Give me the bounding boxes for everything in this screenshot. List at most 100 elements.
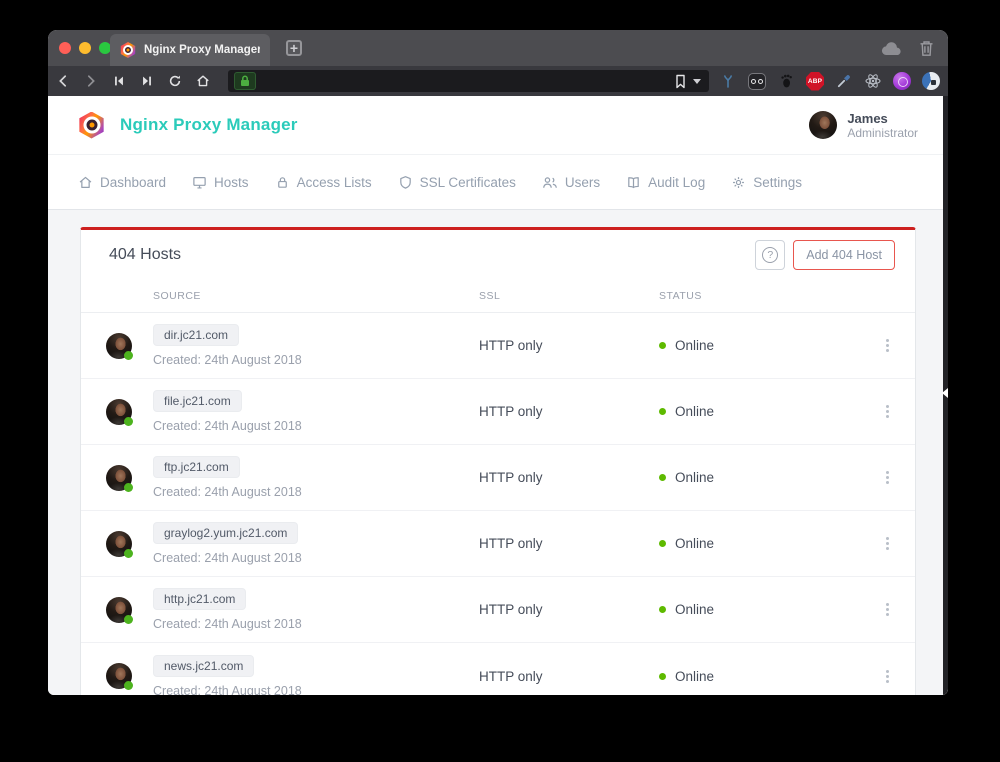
status-dot-icon (659, 474, 666, 481)
status-dot-icon (659, 342, 666, 349)
nav-item-hosts[interactable]: Hosts (192, 175, 249, 190)
help-button[interactable]: ? (755, 240, 786, 270)
user-name: James (847, 110, 888, 126)
host-created: Created: 24th August 2018 (153, 419, 302, 433)
privacy-lock-extension-icon[interactable] (922, 72, 940, 90)
adblock-plus-icon[interactable]: ABP (806, 71, 824, 91)
goggles-extension-icon[interactable] (748, 72, 766, 90)
zoom-window-button[interactable] (99, 42, 111, 54)
content-area: 404 Hosts ? Add 404 Host SOURCE SSL STAT… (48, 210, 948, 695)
app-header: Nginx Proxy Manager James Administrator (48, 96, 948, 155)
fork-extension-icon[interactable] (719, 72, 737, 90)
host-avatar (106, 398, 133, 426)
host-created: Created: 24th August 2018 (153, 683, 302, 696)
host-status: Online (675, 470, 715, 485)
user-menu[interactable]: James Administrator (809, 111, 918, 140)
status-dot-icon (659, 408, 666, 415)
host-domain-badge: ftp.jc21.com (153, 456, 240, 478)
url-bar[interactable] (228, 70, 709, 92)
row-menu-icon[interactable] (885, 476, 889, 479)
add-404-host-button[interactable]: Add 404 Host (793, 240, 895, 270)
atom-devtools-icon[interactable] (864, 72, 882, 90)
card-header: 404 Hosts ? Add 404 Host (81, 230, 915, 280)
host-domain-badge: dir.jc21.com (153, 324, 240, 346)
host-avatar (106, 596, 133, 624)
close-window-button[interactable] (59, 42, 71, 54)
minimize-window-button[interactable] (79, 42, 91, 54)
forward-button-icon[interactable] (84, 74, 98, 88)
browser-tab[interactable]: Nginx Proxy Manager (110, 34, 270, 66)
row-menu-icon[interactable] (885, 674, 889, 678)
bookmark-dropdown-icon[interactable] (693, 78, 701, 84)
host-status: Online (675, 338, 715, 353)
row-menu-icon[interactable] (885, 542, 889, 545)
trash-icon[interactable] (919, 40, 934, 57)
skip-forward-icon[interactable] (140, 74, 154, 88)
https-lock-icon[interactable] (234, 72, 256, 90)
online-dot-icon (124, 681, 133, 690)
host-status: Online (675, 536, 715, 551)
browser-window: Nginx Proxy Manager + (48, 30, 948, 695)
nav-item-users[interactable]: Users (542, 175, 600, 190)
favicon-npm-icon (120, 42, 136, 58)
host-ssl: HTTP only (479, 338, 543, 353)
table-row[interactable]: ftp.jc21.com Created: 24th August 2018 HT… (81, 445, 915, 511)
table-header: SOURCE SSL STATUS (81, 280, 915, 313)
host-created: Created: 24th August 2018 (153, 551, 302, 565)
online-dot-icon (124, 350, 133, 360)
host-ssl: HTTP only (479, 536, 543, 551)
nav-item-settings[interactable]: Settings (731, 175, 802, 190)
home-icon[interactable] (196, 74, 210, 88)
nav-item-ssl-certificates[interactable]: SSL Certificates (398, 175, 516, 190)
eyedropper-icon[interactable] (835, 72, 853, 90)
table-row[interactable]: http.jc21.com Created: 24th August 2018 H… (81, 577, 915, 643)
brand: Nginx Proxy Manager (78, 111, 298, 139)
app-title: Nginx Proxy Manager (120, 115, 298, 134)
host-avatar (106, 530, 133, 558)
online-dot-icon (124, 482, 133, 492)
traffic-lights (59, 42, 111, 54)
host-ssl: HTTP only (479, 404, 543, 419)
nav-item-dashboard[interactable]: Dashboard (78, 175, 166, 190)
nav-item-access-lists[interactable]: Access Lists (275, 175, 372, 190)
table-row[interactable]: graylog2.yum.jc21.com Created: 24th Augus… (81, 511, 915, 577)
table-row[interactable]: file.jc21.com Created: 24th August 2018 H… (81, 379, 915, 445)
user-avatar (809, 111, 838, 139)
back-button-icon[interactable] (56, 74, 70, 88)
table-row[interactable]: dir.jc21.com Created: 24th August 2018 HT… (81, 313, 915, 379)
host-domain-badge: http.jc21.com (153, 588, 247, 610)
table-row[interactable]: news.jc21.com Created: 24th August 2018 H… (81, 643, 915, 695)
app-page: Nginx Proxy Manager James Administrator … (48, 96, 948, 695)
nav-item-audit-log[interactable]: Audit Log (626, 175, 705, 190)
column-header-ssl: SSL (479, 290, 501, 302)
tab-title: Nginx Proxy Manager (144, 44, 260, 56)
host-domain-badge: graylog2.yum.jc21.com (153, 522, 299, 544)
host-avatar (106, 332, 133, 360)
bookmark-icon[interactable] (674, 74, 687, 89)
host-domain-badge: file.jc21.com (153, 390, 242, 412)
row-menu-icon[interactable] (885, 410, 889, 413)
host-created: Created: 24th August 2018 (153, 485, 302, 499)
cloud-icon[interactable] (881, 41, 903, 56)
host-status: Online (675, 668, 715, 684)
online-dot-icon (124, 614, 133, 624)
reload-icon[interactable] (168, 74, 182, 88)
status-dot-icon (659, 606, 666, 613)
user-role: Administrator (847, 125, 918, 140)
row-menu-icon[interactable] (885, 608, 889, 611)
online-dot-icon (124, 416, 133, 426)
purple-extension-icon[interactable] (893, 72, 911, 90)
online-dot-icon (124, 548, 133, 558)
host-created: Created: 24th August 2018 (153, 617, 302, 631)
host-ssl: HTTP only (479, 602, 543, 617)
question-icon: ? (762, 247, 779, 263)
skip-back-icon[interactable] (112, 74, 126, 88)
hosts-card: 404 Hosts ? Add 404 Host SOURCE SSL STAT… (80, 227, 916, 695)
new-tab-button[interactable]: + (286, 40, 302, 56)
gnome-foot-icon[interactable] (777, 72, 795, 90)
page-title: 404 Hosts (109, 246, 182, 263)
host-ssl: HTTP only (479, 470, 543, 485)
browser-titlebar: Nginx Proxy Manager + (48, 30, 948, 66)
browser-toolbar: ABP (48, 66, 948, 96)
row-menu-icon[interactable] (885, 344, 889, 347)
